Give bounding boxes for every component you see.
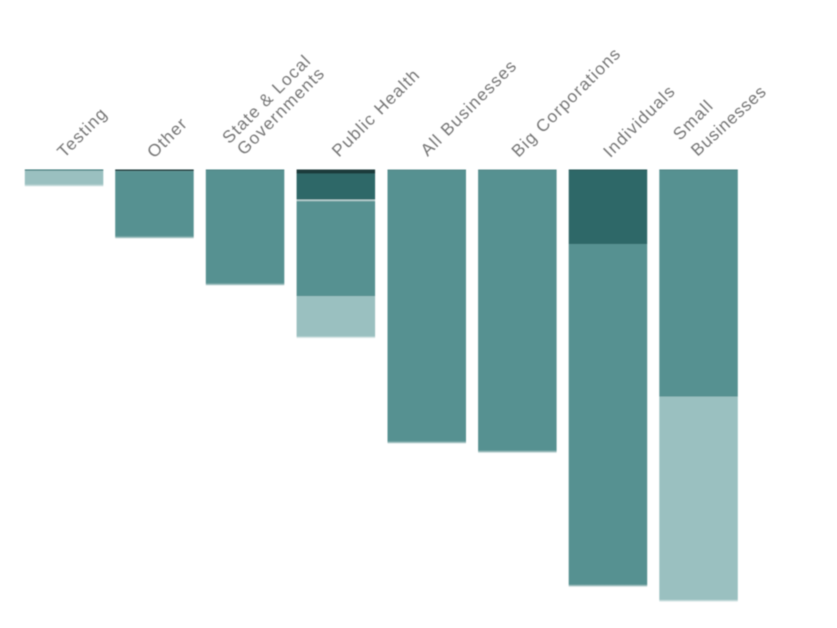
svg-text:All Businesses: All Businesses [416, 55, 521, 160]
svg-text:Testing: Testing [53, 103, 111, 161]
svg-text:Public Health: Public Health [328, 64, 424, 160]
svg-text:Other: Other [143, 113, 192, 162]
svg-text:Individuals: Individuals [599, 81, 680, 162]
